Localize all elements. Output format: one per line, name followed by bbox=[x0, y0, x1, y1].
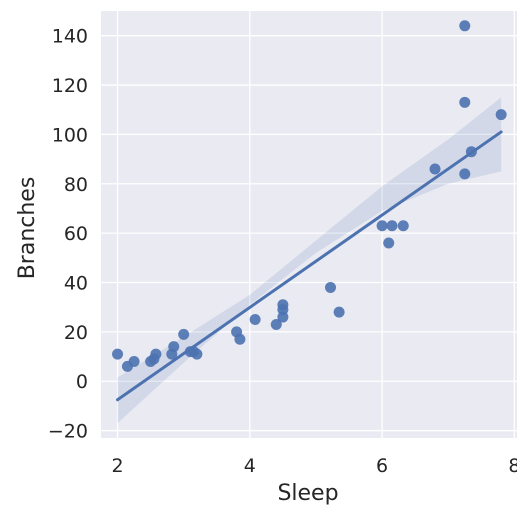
confidence-band bbox=[117, 97, 502, 424]
y-tick-label: 120 bbox=[52, 75, 88, 97]
scatter-point bbox=[168, 341, 180, 353]
scatter-point bbox=[397, 220, 409, 232]
confidence-band-group bbox=[117, 97, 502, 424]
scatter-point bbox=[249, 314, 261, 326]
plot-background bbox=[101, 11, 517, 438]
y-tick-label: 40 bbox=[64, 273, 88, 295]
scatter-point bbox=[128, 355, 140, 367]
scatter-point bbox=[234, 333, 246, 345]
x-tick-labels: 2 4 6 8 bbox=[111, 455, 517, 477]
scatter-point bbox=[386, 220, 398, 232]
scatter-point bbox=[495, 109, 507, 121]
scatter-point bbox=[459, 168, 471, 180]
scatter-point bbox=[191, 348, 203, 360]
scatter-point bbox=[178, 328, 190, 340]
y-tick-label: −20 bbox=[48, 421, 88, 443]
scatter-point bbox=[465, 146, 477, 158]
scatter-point bbox=[459, 20, 471, 32]
x-axis-label: Sleep bbox=[277, 481, 338, 506]
regression-line-group bbox=[116, 130, 503, 402]
y-tick-label: 20 bbox=[64, 322, 88, 344]
y-axis-label: Branches bbox=[15, 177, 40, 280]
y-tick-label: 140 bbox=[52, 26, 88, 48]
x-tick-label: 6 bbox=[376, 455, 388, 477]
scatter-point bbox=[270, 318, 282, 330]
scatter-point bbox=[459, 96, 471, 108]
scatter-point bbox=[333, 306, 345, 318]
scatter-point bbox=[277, 299, 289, 311]
y-tick-labels: −20 0 20 40 60 80 100 120 140 bbox=[48, 26, 88, 443]
scatter-point bbox=[150, 348, 162, 360]
y-tick-label: 0 bbox=[76, 371, 88, 393]
regression-line bbox=[116, 130, 503, 402]
data-points bbox=[112, 20, 507, 372]
scatter-point bbox=[112, 348, 124, 360]
y-tick-label: 60 bbox=[64, 223, 88, 245]
scatter-point bbox=[325, 281, 337, 293]
x-tick-label: 2 bbox=[111, 455, 123, 477]
x-tick-label: 8 bbox=[508, 455, 517, 477]
y-tick-label: 80 bbox=[64, 174, 88, 196]
x-tick-label: 4 bbox=[244, 455, 256, 477]
scatter-point bbox=[429, 163, 441, 175]
scatter-point bbox=[383, 237, 395, 249]
y-tick-label: 100 bbox=[52, 124, 88, 146]
scatter-point bbox=[376, 220, 388, 232]
